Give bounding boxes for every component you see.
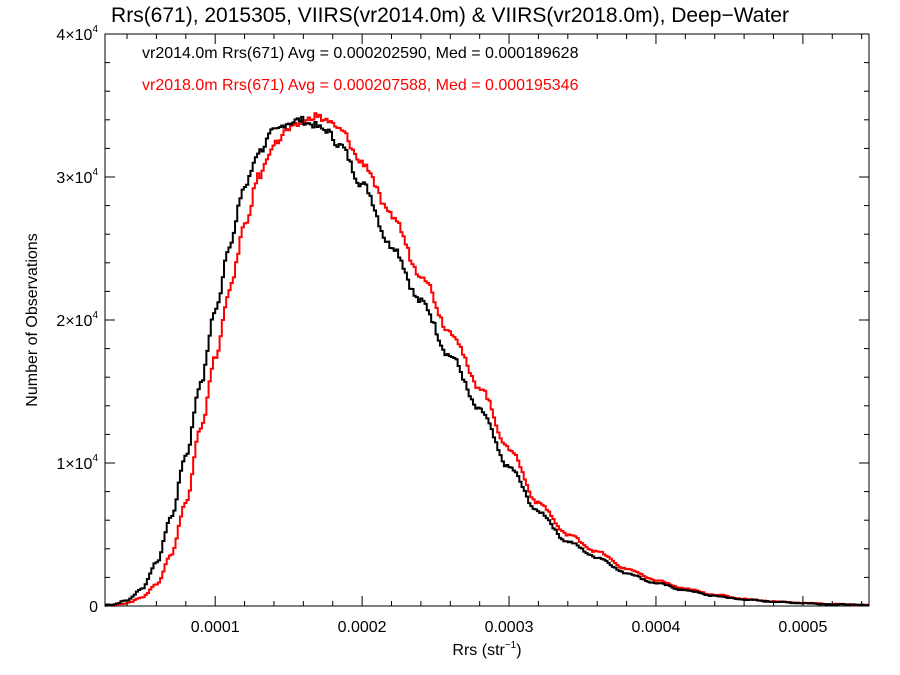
- annotation-vr2018: vr2018.0m Rrs(671) Avg = 0.000207588, Me…: [142, 77, 579, 94]
- x-axis-ticks: 0.0001 0.0002 0.0003 0.0004 0.0005: [126, 34, 863, 636]
- chart-title: Rrs(671), 2015305, VIIRS(vr2014.0m) & VI…: [111, 4, 789, 27]
- series-1-histogram-line: [105, 112, 869, 607]
- y-axis-label: Number of Observations: [24, 233, 41, 406]
- y-tick-label-0: 0: [89, 599, 98, 616]
- x-axis-label: Rrs (str−1): [452, 640, 521, 659]
- x-tick-label-3: 0.0004: [631, 619, 680, 636]
- series-layer: [105, 112, 869, 607]
- y-tick-label-4: 4×104: [56, 24, 98, 44]
- x-tick-label-4: 0.0005: [778, 619, 827, 636]
- x-tick-label-0: 0.0001: [191, 619, 240, 636]
- y-tick-label-3: 3×104: [56, 167, 98, 187]
- annotation-vr2014: vr2014.0m Rrs(671) Avg = 0.000202590, Me…: [142, 45, 579, 62]
- y-axis-ticks: 0 1×104 2×104 3×104 4×104: [56, 24, 869, 616]
- series-0-histogram-line: [105, 115, 869, 607]
- x-tick-label-2: 0.0003: [485, 619, 534, 636]
- y-tick-label-1: 1×104: [56, 453, 98, 473]
- y-tick-label-2: 2×104: [56, 310, 98, 330]
- plot-frame: [104, 33, 870, 607]
- x-tick-label-1: 0.0002: [338, 619, 387, 636]
